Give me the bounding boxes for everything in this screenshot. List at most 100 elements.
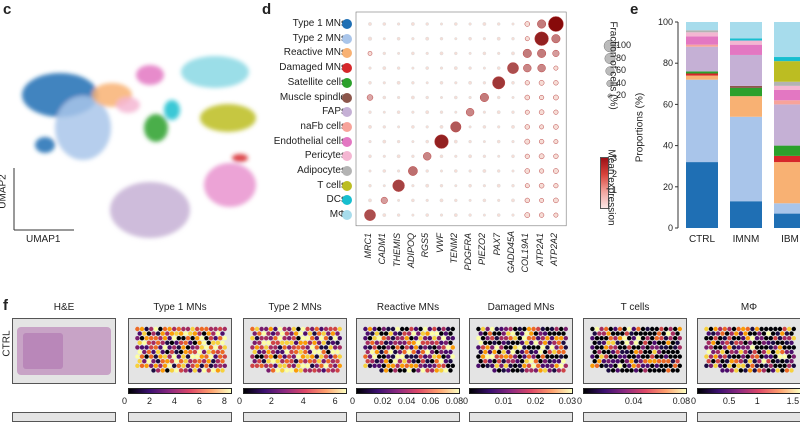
spatial-spot [386, 354, 391, 359]
dot-1-11 [524, 36, 530, 42]
spatial-spot [273, 354, 278, 359]
spatial-spot [734, 340, 739, 345]
dot-7-10 [511, 125, 515, 129]
spatial-spot [745, 326, 750, 332]
spatial-spot [386, 345, 391, 350]
spatial-spot [174, 349, 179, 355]
dot-0-6 [453, 22, 458, 26]
spatial-spot [395, 354, 400, 359]
spatial-spot [393, 340, 398, 345]
bar-segment [730, 40, 762, 45]
spatial-spot [402, 349, 407, 355]
spatial-spot [268, 336, 273, 341]
dot-13-13 [553, 212, 559, 218]
cell-type-color-dot [342, 151, 352, 162]
spatial-spot [432, 363, 437, 368]
spatial-spot [330, 359, 336, 364]
spatial-spot [160, 331, 165, 336]
spatial-spot [406, 359, 412, 364]
spatial-spot [661, 340, 666, 345]
spatial-spot [731, 336, 737, 341]
spatial-spot [675, 359, 680, 364]
spatial-spot [312, 368, 317, 373]
dot-1-8 [482, 37, 487, 41]
spatial-spot [383, 340, 389, 345]
dot-6-10 [511, 110, 515, 114]
spatial-spot [374, 331, 380, 336]
dot-10-3 [408, 166, 418, 176]
dot-2-12 [537, 48, 547, 58]
spatial-spot [768, 363, 773, 368]
spatial-spot [293, 340, 299, 345]
spatial-spot [499, 345, 504, 350]
spatial-spot [266, 349, 271, 355]
gene-label: RGS5 [420, 233, 431, 258]
dot-0-9 [496, 22, 501, 26]
spatial-spot [613, 326, 618, 332]
spatial-spot [750, 336, 755, 341]
spatial-spot [381, 363, 386, 368]
spatial-spot [729, 349, 734, 355]
dotplot [355, 11, 567, 227]
spatial-spot [377, 336, 382, 341]
spatial-spot [450, 345, 455, 350]
spatial-spot [768, 326, 773, 332]
spatial-spot [402, 340, 407, 345]
bar-segment [730, 38, 762, 41]
spatial-spot [536, 326, 541, 332]
spatial-spot [708, 354, 714, 359]
spatial-spot [137, 359, 142, 364]
spatial-spot [335, 368, 340, 373]
spatial-spot [478, 340, 483, 345]
spatial-spot [559, 336, 564, 341]
spatial-spot [273, 326, 278, 332]
spatial-spot [190, 336, 195, 341]
dot-10-12 [539, 168, 545, 174]
spatial-spot [661, 368, 666, 373]
spatial-spot [645, 326, 650, 332]
spatial-spot [784, 368, 790, 373]
spatial-spot [483, 349, 488, 355]
spatial-spot [172, 345, 177, 350]
spatial-spot [615, 340, 620, 345]
spatial-tile [469, 318, 573, 384]
spatial-spot [490, 345, 495, 350]
spatial-spot [754, 336, 760, 341]
spatial-spot [536, 345, 541, 350]
spatial-spot [413, 363, 419, 368]
bar-segment [774, 162, 800, 204]
spatial-spot [291, 336, 296, 341]
spatial-spot [275, 340, 280, 345]
spatial-spot [636, 345, 641, 350]
spatial-spot [759, 345, 764, 350]
spatial-spot [174, 359, 179, 364]
spatial-spot [264, 363, 269, 368]
spatial-spot [622, 326, 627, 332]
spatial-spot [379, 359, 384, 364]
spatial-spot [208, 354, 214, 359]
spatial-spot [741, 345, 746, 350]
colorbar-tick-label: 0 [691, 396, 697, 406]
spatial-spot [439, 331, 444, 336]
spatial-spot [770, 349, 776, 355]
spatial-spot [188, 340, 193, 345]
dot-1-3 [411, 37, 415, 41]
spatial-spot [480, 363, 486, 368]
spatial-spot [538, 368, 543, 373]
spatial-spot [743, 340, 748, 345]
spatial-spot [624, 331, 630, 336]
dot-5-13 [553, 94, 559, 101]
spatial-spot [195, 326, 200, 332]
spatial-spot [305, 336, 310, 341]
spatial-spot [563, 345, 568, 350]
spatial-spot [711, 359, 716, 364]
spatial-spot [142, 349, 147, 355]
spatial-spot [323, 363, 329, 368]
spatial-spot [310, 336, 315, 341]
spatial-spot [724, 368, 730, 373]
spatial-spot [211, 368, 216, 373]
spatial-spot [741, 336, 746, 341]
spatial-tile [356, 318, 460, 384]
spatial-spot [554, 326, 559, 332]
spatial-spot [282, 363, 287, 368]
